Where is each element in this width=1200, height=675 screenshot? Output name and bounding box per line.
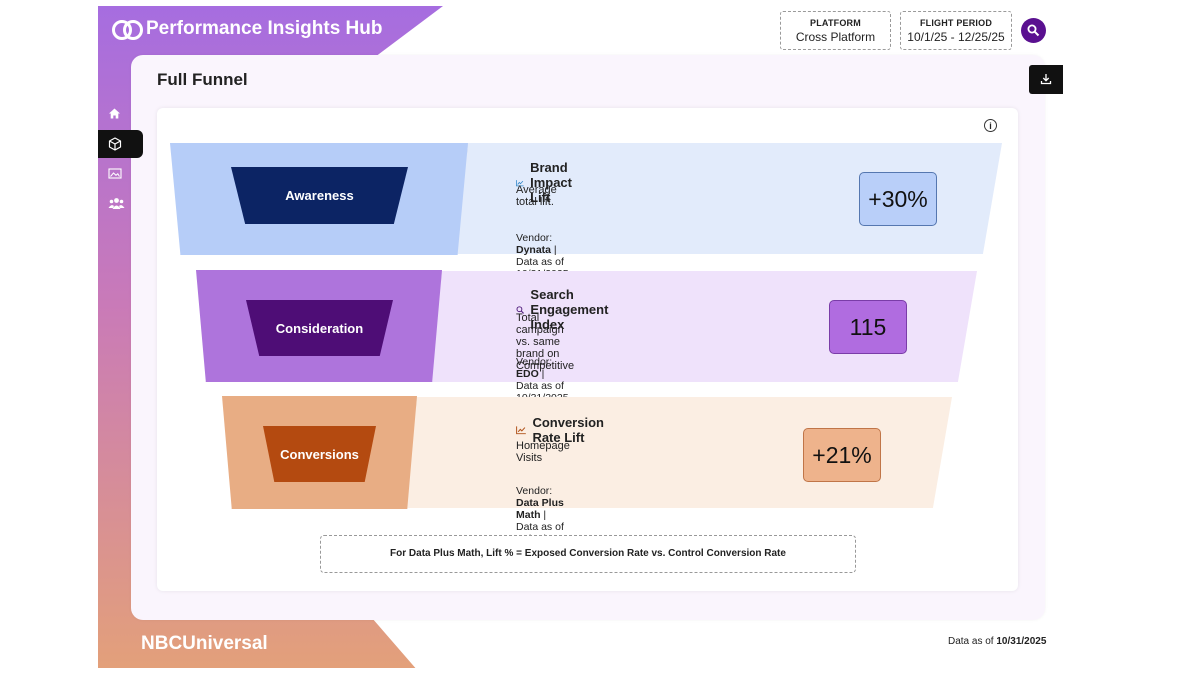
vendor-prefix: Vendor:	[516, 485, 553, 497]
platform-filter-value: Cross Platform	[795, 30, 876, 44]
footer-data-date: Data as of 10/31/2025	[948, 636, 1046, 647]
metric-vendor: Vendor: EDO | Data as of 10/31/2025	[516, 356, 569, 404]
kpi-value-box: 115	[829, 300, 907, 354]
kpi-value: +30%	[868, 185, 928, 212]
kpi-value: 115	[849, 313, 887, 340]
trend-up-icon	[516, 179, 524, 186]
footer-date-prefix: Data as of	[948, 636, 997, 647]
stage-label-pill: Conversions	[263, 426, 376, 482]
metric-description: Total campaign vs. same brand on Competi…	[516, 312, 575, 372]
metric-title-text: Brand Impact Lift	[530, 160, 572, 205]
download-button[interactable]	[1029, 65, 1063, 94]
metric-title: Conversion Rate Lift	[516, 415, 611, 445]
search-button[interactable]	[1021, 18, 1046, 43]
page-title: Full Funnel	[157, 70, 248, 89]
stage-label-pill: Awareness	[231, 167, 408, 224]
stage-label: Consideration	[275, 320, 364, 336]
nav-home[interactable]	[98, 100, 143, 128]
trend-up-icon	[516, 426, 526, 435]
flight-period-label: FLIGHT PERIOD	[919, 18, 993, 28]
app-title: Performance Insights Hub	[146, 18, 383, 39]
vendor-prefix: Vendor:	[516, 356, 553, 368]
metric-title: Search Engagement Index	[516, 287, 616, 332]
users-icon	[108, 198, 125, 209]
nbcu-logo: NBCUniversal	[141, 633, 268, 654]
metric-title-text: Search Engagement Index	[530, 287, 609, 332]
logo-icon	[112, 18, 143, 40]
nav-full-funnel[interactable]	[98, 130, 143, 158]
app-brand: Performance Insights Hub	[112, 18, 383, 40]
kpi-value: +21%	[812, 441, 872, 468]
vendor-prefix: Vendor:	[516, 232, 553, 244]
flight-period-filter[interactable]: FLIGHT PERIOD 10/1/25 - 12/25/25	[900, 11, 1012, 50]
stage-label: Conversions	[280, 446, 359, 462]
search-icon	[1027, 24, 1040, 37]
nav-creative[interactable]	[98, 160, 143, 188]
stage-label-pill: Consideration	[246, 300, 393, 356]
stage-label: Awareness	[285, 188, 354, 203]
cube-icon	[108, 137, 122, 151]
info-icon[interactable]: i	[984, 119, 997, 132]
home-icon	[109, 108, 120, 119]
search-icon	[516, 305, 525, 314]
vendor-name: Dynata	[516, 244, 552, 256]
flight-period-value: 10/1/25 - 12/25/25	[907, 30, 1005, 44]
metric-description: Homepage Visits	[516, 440, 570, 464]
kpi-value-box: +21%	[803, 428, 881, 482]
platform-filter-label: PLATFORM	[810, 18, 861, 28]
kpi-value-box: +30%	[859, 172, 937, 226]
metric-description: Average total lift.	[516, 184, 557, 208]
vendor-name: Data Plus Math	[516, 497, 564, 521]
download-icon	[1040, 74, 1052, 85]
platform-filter[interactable]: PLATFORM Cross Platform	[780, 11, 891, 50]
image-icon	[108, 168, 122, 179]
vendor-name: EDO	[516, 368, 539, 380]
metric-title-text: Conversion Rate Lift	[532, 415, 604, 445]
metric-title: Brand Impact Lift	[516, 160, 581, 205]
nav-audience[interactable]	[98, 190, 143, 218]
footer-date-value: 10/31/2025	[996, 636, 1047, 647]
lift-definition-note: For Data Plus Math, Lift % = Exposed Con…	[320, 535, 856, 573]
